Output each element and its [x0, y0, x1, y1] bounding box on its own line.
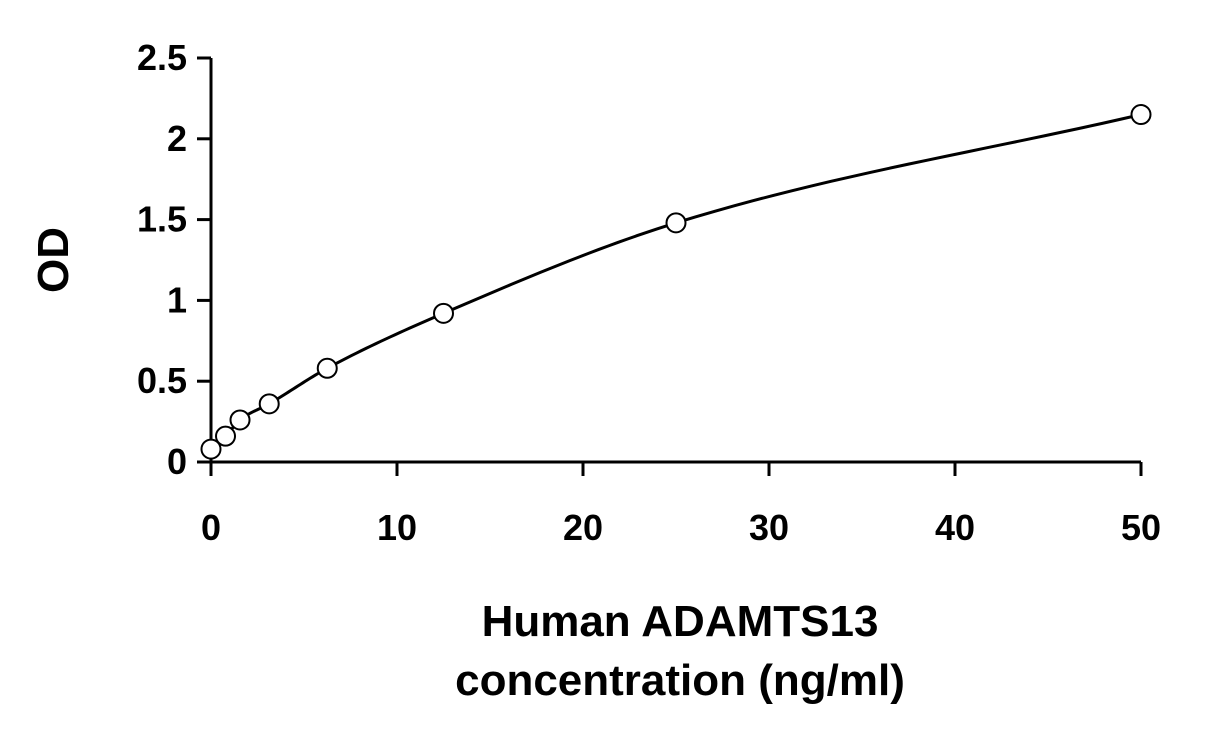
y-tick-label: 2 — [167, 118, 187, 159]
x-tick-label: 10 — [377, 507, 417, 548]
data-point — [215, 425, 237, 447]
y-axis-title: OD — [29, 227, 78, 293]
data-point — [200, 438, 222, 460]
y-tick-label: 1 — [167, 279, 187, 320]
data-points — [200, 104, 1152, 460]
x-tick-label: 0 — [201, 507, 221, 548]
x-axis-title-line-2: concentration (ng/ml) — [455, 656, 905, 705]
y-tick-label: 1.5 — [137, 199, 187, 240]
data-point — [665, 212, 687, 234]
x-axis-title-line-1: Human ADAMTS13 — [482, 597, 879, 646]
y-ticks: 0 0.5 1 1.5 2 2.5 — [137, 37, 211, 482]
y-tick-label: 0 — [167, 441, 187, 482]
x-tick-label: 20 — [563, 507, 603, 548]
x-tick-label: 40 — [935, 507, 975, 548]
x-tick-label: 50 — [1121, 507, 1161, 548]
data-point — [1130, 104, 1152, 126]
data-point — [433, 302, 454, 324]
data-point — [258, 393, 280, 415]
y-tick-label: 2.5 — [137, 37, 187, 78]
x-tick-label: 30 — [749, 507, 789, 548]
data-point — [229, 409, 251, 431]
y-tick-label: 0.5 — [137, 360, 187, 401]
data-point — [316, 357, 338, 379]
fit-curve — [210, 113, 1142, 451]
x-ticks: 0 10 20 30 40 50 — [201, 462, 1161, 548]
axes — [209, 58, 1141, 464]
